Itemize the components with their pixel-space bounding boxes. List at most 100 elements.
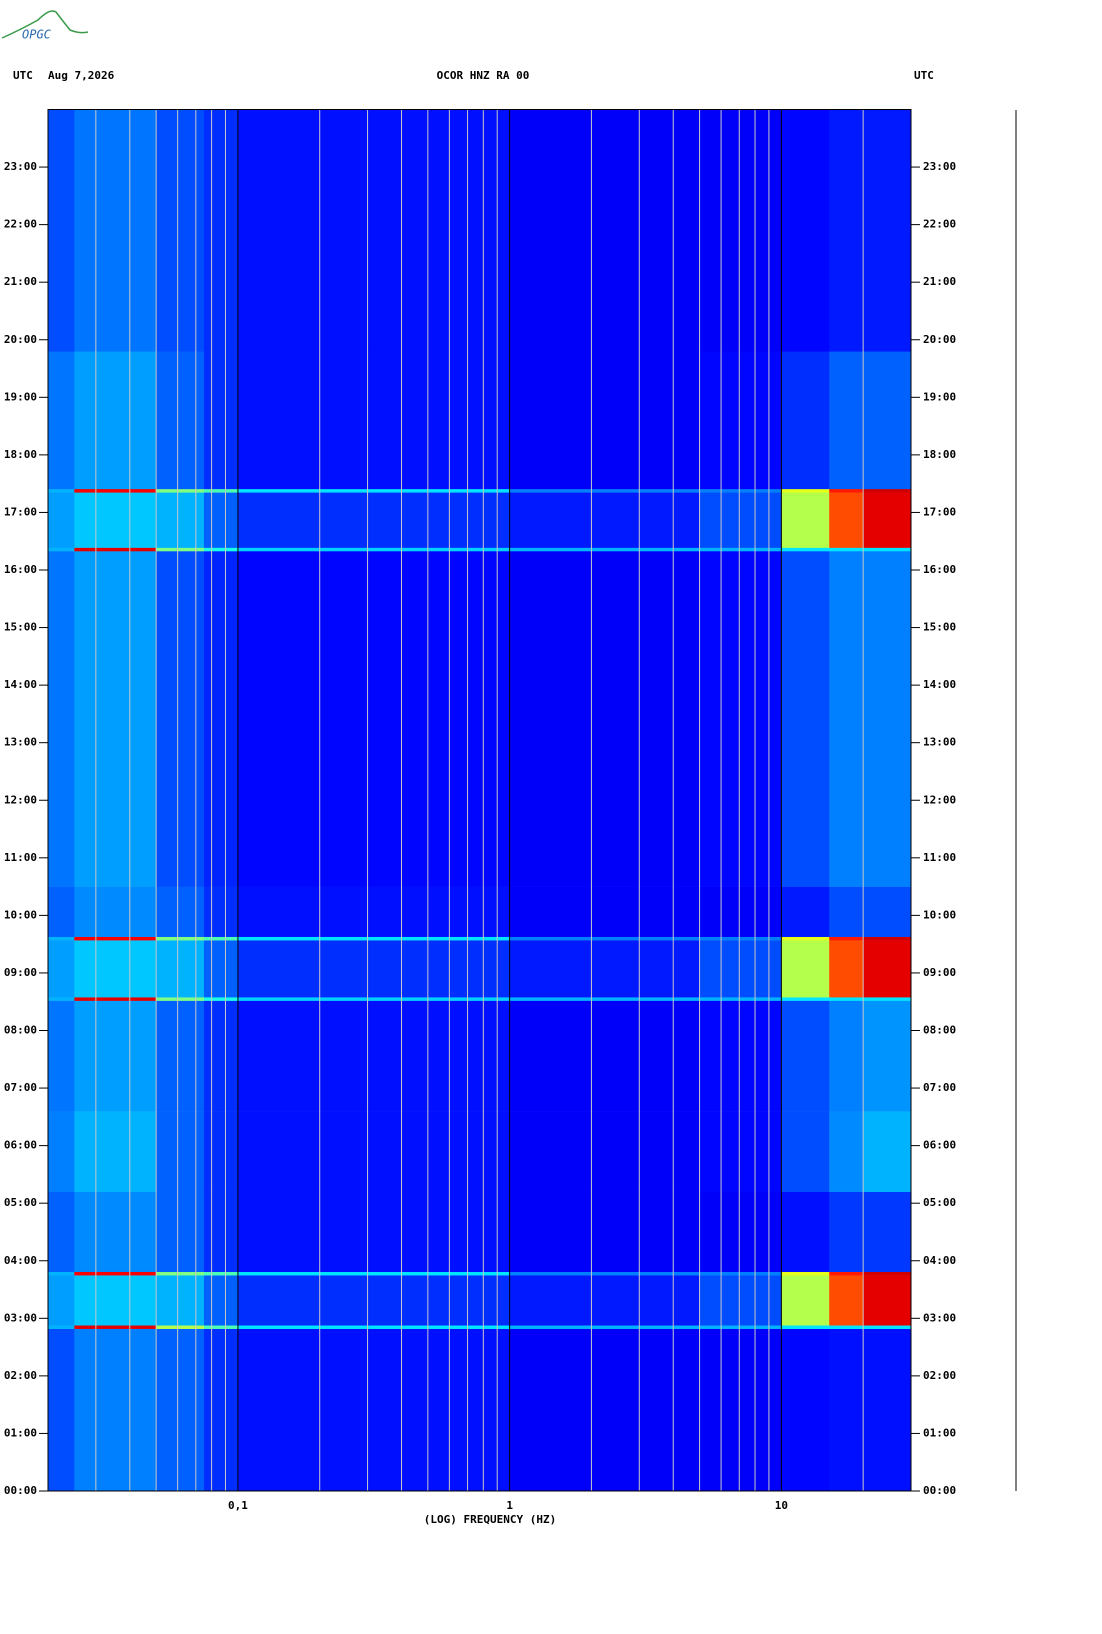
spectrogram-cell: [509, 1191, 701, 1272]
spectrogram-cell: [699, 997, 782, 1001]
spectrogram-cell: [237, 1111, 511, 1192]
y-tick-label-right: 03:00: [923, 1311, 956, 1324]
spectrogram-cell: [74, 886, 157, 937]
spectrogram-cell: [74, 936, 157, 941]
y-tick-label-right: 18:00: [923, 448, 956, 461]
spectrogram-cell: [829, 1271, 864, 1276]
spectrogram-cell: [237, 351, 511, 490]
spectrogram-cell: [781, 109, 830, 352]
y-tick-label-right: 20:00: [923, 333, 956, 346]
spectrogram-cell: [863, 492, 912, 548]
spectrogram-cell: [237, 492, 511, 548]
spectrogram-cell: [48, 936, 75, 941]
spectrogram-cell: [48, 547, 75, 552]
spectrogram-cell: [237, 886, 511, 937]
y-tick-label-left: 16:00: [4, 563, 37, 576]
spectrogram-cell: [829, 492, 864, 548]
spectrogram-cell: [781, 488, 830, 493]
spectrogram-cell: [156, 1191, 205, 1272]
y-tick-label-left: 05:00: [4, 1196, 37, 1209]
spectrogram-cell: [699, 940, 782, 998]
spectrogram-cell: [829, 1111, 864, 1192]
spectrogram-cell: [699, 886, 782, 937]
spectrogram-cell: [48, 940, 75, 998]
y-tick-label-left: 07:00: [4, 1081, 37, 1094]
spectrogram-cell: [863, 1111, 912, 1192]
y-tick-label-right: 01:00: [923, 1426, 956, 1439]
spectrogram-cell: [203, 997, 239, 1001]
spectrogram-cell: [863, 940, 912, 998]
spectrogram-cell: [203, 1111, 239, 1192]
y-tick-label-left: 03:00: [4, 1311, 37, 1324]
spectrogram-cell: [863, 109, 912, 352]
spectrogram-cell: [237, 488, 511, 493]
spectrogram-cell: [781, 886, 830, 937]
spectrogram-cell: [74, 351, 157, 490]
spectrogram-cell: [509, 936, 701, 941]
logo-curve: [1, 10, 89, 39]
y-tick-label-left: 09:00: [4, 966, 37, 979]
spectrogram-cell: [237, 997, 511, 1001]
spectrogram-cell: [74, 1325, 157, 1329]
spectrogram-cell: [829, 109, 864, 352]
spectrogram-cell: [48, 551, 75, 887]
y-tick-label-left: 23:00: [4, 160, 37, 173]
spectrogram-cell: [781, 1328, 830, 1492]
spectrogram-cell: [509, 1111, 701, 1192]
timezone-left: UTC: [13, 69, 33, 82]
spectrogram-cell: [237, 940, 511, 998]
spectrogram-cell: [781, 1191, 830, 1272]
date: Aug 7,2026: [48, 69, 115, 82]
y-tick-label-left: 17:00: [4, 505, 37, 518]
spectrogram-cell: [863, 351, 912, 490]
y-tick-label-right: 22:00: [923, 218, 956, 231]
spectrogram-cell: [203, 1191, 239, 1272]
spectrogram-cell: [829, 997, 864, 1001]
spectrogram-cell: [237, 1275, 511, 1326]
y-tick-label-right: 00:00: [923, 1484, 956, 1497]
spectrogram-cell: [781, 551, 830, 887]
spectrogram-cell: [203, 547, 239, 552]
spectrogram-cell: [781, 1325, 830, 1329]
y-tick-label-right: 17:00: [923, 505, 956, 518]
spectrogram-cell: [237, 1271, 511, 1276]
y-tick-label-right: 05:00: [923, 1196, 956, 1209]
spectrogram-cell: [699, 1271, 782, 1276]
spectrogram-cell: [829, 936, 864, 941]
y-tick-label-left: 02:00: [4, 1369, 37, 1382]
spectrogram-cell: [237, 1191, 511, 1272]
spectrogram-cell: [699, 1325, 782, 1329]
spectrogram-cell: [203, 886, 239, 937]
spectrogram-cell: [203, 1325, 239, 1329]
spectrogram-cell: [829, 488, 864, 493]
y-tick-label-right: 12:00: [923, 793, 956, 806]
y-tick-label-right: 08:00: [923, 1024, 956, 1037]
spectrogram-cell: [48, 492, 75, 548]
spectrogram-cell: [156, 936, 205, 941]
spectrogram-cell: [74, 488, 157, 493]
spectrogram-cell: [74, 551, 157, 887]
y-tick-label-right: 07:00: [923, 1081, 956, 1094]
spectrogram-cell: [74, 492, 157, 548]
spectrogram-cell: [829, 551, 864, 887]
spectrogram-cell: [48, 109, 75, 352]
y-tick-label-left: 10:00: [4, 908, 37, 921]
spectrogram-cell: [156, 997, 205, 1001]
y-tick-label-left: 19:00: [4, 390, 37, 403]
spectrogram-cell: [863, 1271, 912, 1276]
y-tick-label-left: 06:00: [4, 1139, 37, 1152]
spectrogram-cell: [509, 351, 701, 490]
spectrogram-cell: [48, 351, 75, 490]
x-tick-label: 0,1: [228, 1499, 248, 1512]
spectrogram-cell: [699, 492, 782, 548]
spectrogram-cell: [48, 886, 75, 937]
spectrogram-cell: [829, 886, 864, 937]
spectrogram-cell: [509, 109, 701, 352]
spectrogram-cell: [509, 1275, 701, 1326]
y-tick-label-left: 15:00: [4, 621, 37, 634]
spectrogram-cell: [156, 351, 205, 490]
spectrogram-cell: [863, 1191, 912, 1272]
x-axis-label: (LOG) FREQUENCY (HZ): [424, 1513, 556, 1526]
spectrogram-cell: [48, 1325, 75, 1329]
spectrogram-cell: [863, 1325, 912, 1329]
